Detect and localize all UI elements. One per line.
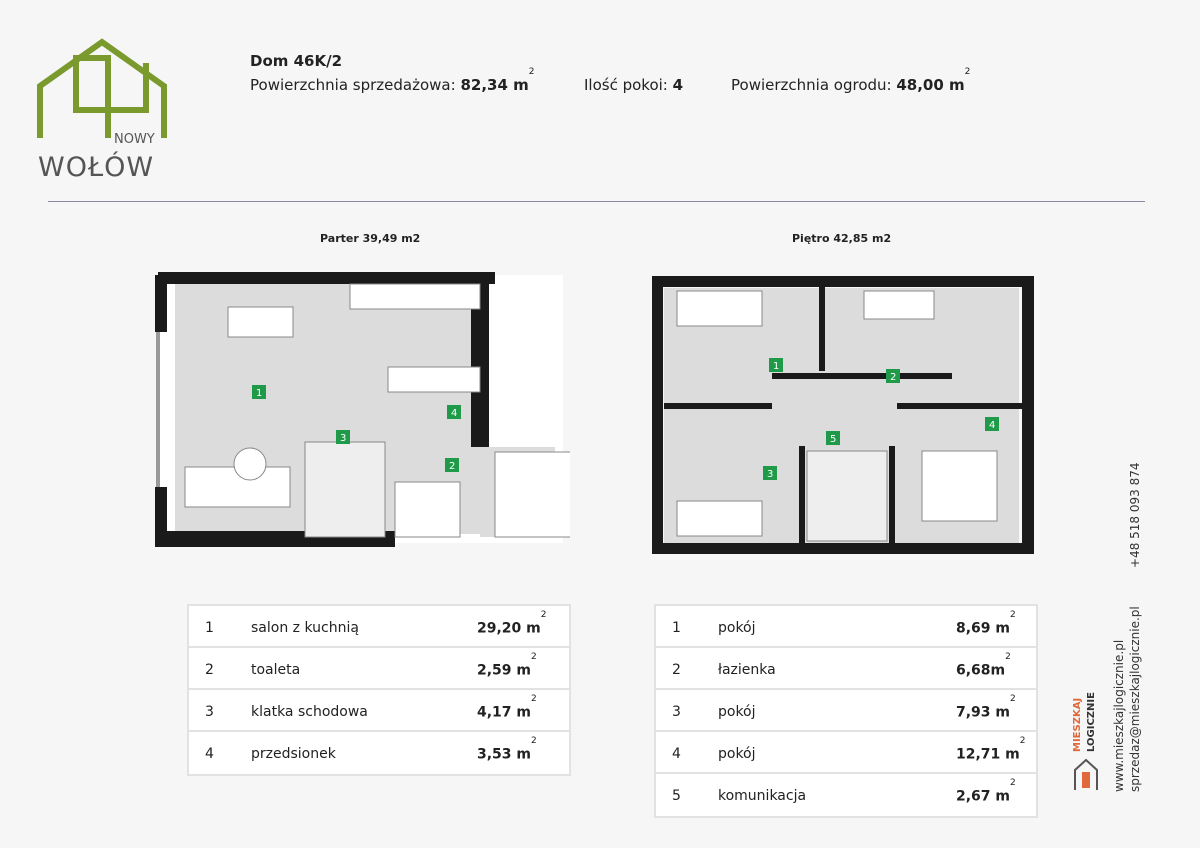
svg-text:4: 4 (989, 420, 995, 431)
table-row: 2 toaleta 2,59 m2 (189, 648, 569, 690)
nowy-wolow-logo: NOWY WOŁÓW (37, 38, 167, 180)
svg-text:3: 3 (340, 433, 346, 444)
svg-text:1: 1 (773, 361, 779, 372)
garden-area: Powierzchnia ogrodu: 48,00 m2 (731, 67, 971, 94)
upper-rooms-table: 1 pokój 8,69 m2 2 łazienka 6,68m2 3 pokój 7,93… (654, 604, 1038, 818)
svg-text:2: 2 (890, 372, 896, 383)
svg-text:5: 5 (830, 434, 836, 445)
email-link[interactable]: sprzedaz@mieszkajlogicznie.pl (1128, 606, 1142, 792)
svg-text:3: 3 (767, 469, 773, 480)
table-row: 3 pokój 7,93 m2 (656, 690, 1036, 732)
ground-rooms-table: 1 salon z kuchnią 29,20 m2 2 toaleta 2,59 m2… (187, 604, 571, 776)
table-row: 1 salon z kuchnią 29,20 m2 (189, 606, 569, 648)
table-row: 4 przedsionek 3,53 m2 (205, 736, 537, 763)
svg-text:NOWY: NOWY (114, 132, 155, 147)
mieszkaj-logicznie-logo-icon (1074, 758, 1098, 790)
table-row: 1 pokój 8,69 m2 (656, 606, 1036, 648)
upper-floor-plan: 1 2 3 4 5 (652, 276, 1034, 554)
ground-floor-label: Parter 39,49 m2 (320, 232, 421, 245)
phone-number[interactable]: +48 518 093 874 (1128, 462, 1142, 568)
svg-text:4: 4 (451, 408, 457, 419)
svg-text:1: 1 (256, 388, 262, 399)
brand-logicznie: LOGICZNIE (1086, 692, 1097, 752)
table-row: 4 pokój 12,71 m2 (656, 732, 1036, 774)
website-link[interactable]: www.mieszkajlogicznie.pl (1112, 639, 1126, 792)
brand-mieszkaj: MIESZKAJ (1072, 697, 1083, 752)
table-row: 5 komunikacja 2,67 m2 (672, 778, 1016, 805)
svg-text:2: 2 (449, 461, 455, 472)
ground-floor-plan: 1 2 3 4 (155, 272, 570, 547)
sales-area: Powierzchnia sprzedażowa: 82,34 m2 (250, 67, 535, 94)
table-row: 2 łazienka 6,68m2 (656, 648, 1036, 690)
table-row: 3 klatka schodowa 4,17 m2 (189, 690, 569, 732)
house-title: Dom 46K/2 (250, 52, 343, 70)
svg-text:WOŁÓW: WOŁÓW (38, 151, 154, 180)
divider (48, 201, 1145, 202)
rooms-count: Ilość pokoi: 4 (584, 76, 684, 94)
upper-floor-label: Piętro 42,85 m2 (792, 232, 892, 245)
